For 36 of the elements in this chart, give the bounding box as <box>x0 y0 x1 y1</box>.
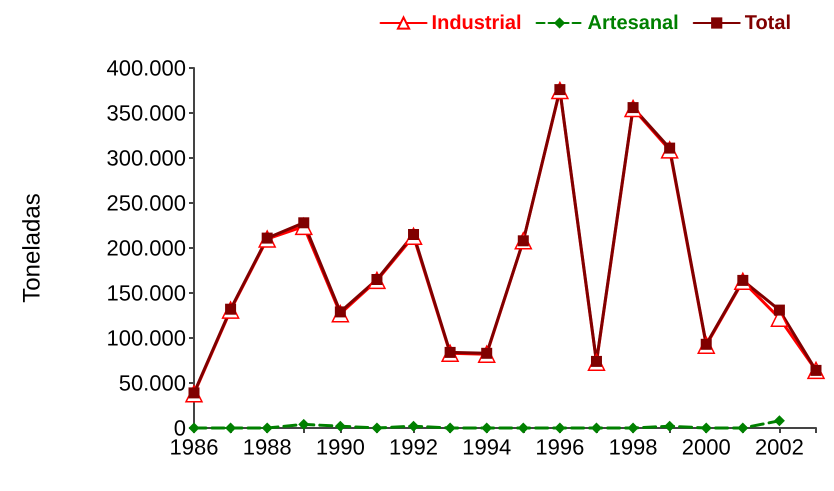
x-tick-label: 1998 <box>608 434 658 460</box>
point <box>408 420 420 432</box>
x-tick-label: 1990 <box>316 434 365 460</box>
point <box>188 422 200 434</box>
y-axis-title: Toneladas <box>18 193 46 303</box>
y-tick-label: 300.000 <box>106 146 186 170</box>
point <box>628 422 639 434</box>
point <box>774 415 785 426</box>
point <box>481 422 492 434</box>
y-tick-label: 200.000 <box>106 236 186 260</box>
point <box>371 422 382 434</box>
x-tick-label: 2000 <box>682 434 731 460</box>
point <box>444 422 456 434</box>
point <box>737 422 748 434</box>
y-tick-label: 100.000 <box>106 326 186 350</box>
x-tick-label: 2002 <box>754 434 804 460</box>
x-tick-label: 1992 <box>389 434 438 460</box>
legend-label: Total <box>744 12 792 34</box>
point <box>664 420 676 432</box>
point <box>518 422 529 434</box>
y-tick-label: 50.000 <box>118 370 186 396</box>
legend-label: Artesanal <box>588 12 679 34</box>
y-tick-label: 150.000 <box>106 280 186 306</box>
legend-label: Industrial <box>432 12 522 34</box>
point <box>298 418 310 430</box>
y-tick-label: 350.000 <box>106 100 186 126</box>
point <box>700 422 712 434</box>
point <box>774 304 785 316</box>
x-tick-label: 1988 <box>242 434 292 460</box>
point <box>334 420 346 432</box>
y-tick-label: 400.000 <box>106 56 186 80</box>
point <box>262 422 273 434</box>
y-tick-label: 250.000 <box>106 190 186 216</box>
point <box>554 422 566 434</box>
x-tick-label: 1994 <box>462 434 512 460</box>
x-tick-label: 1996 <box>535 434 584 460</box>
